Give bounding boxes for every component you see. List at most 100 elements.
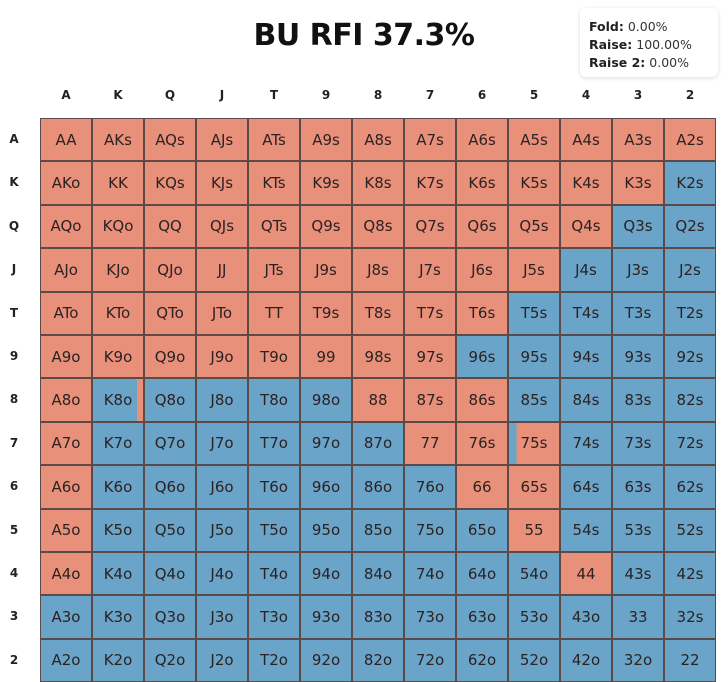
hand-cell-99[interactable]: 99 <box>300 335 352 379</box>
hand-cell-86o[interactable]: 86o <box>352 465 404 509</box>
hand-cell-82o[interactable]: 82o <box>352 638 404 682</box>
hand-cell-87s[interactable]: 87s <box>404 378 456 422</box>
hand-cell-K7s[interactable]: K7s <box>404 161 456 205</box>
hand-cell-J5o[interactable]: J5o <box>196 508 248 552</box>
hand-cell-85o[interactable]: 85o <box>352 508 404 552</box>
hand-cell-KQo[interactable]: KQo <box>92 204 144 249</box>
hand-cell-A2s[interactable]: A2s <box>664 118 716 162</box>
hand-cell-77[interactable]: 77 <box>404 421 456 466</box>
hand-cell-J9o[interactable]: J9o <box>196 335 248 379</box>
hand-cell-Q5s[interactable]: Q5s <box>508 204 560 249</box>
hand-cell-74o[interactable]: 74o <box>404 552 456 596</box>
hand-cell-93o[interactable]: 93o <box>300 595 352 639</box>
hand-cell-Q2s[interactable]: Q2s <box>664 204 716 249</box>
hand-cell-22[interactable]: 22 <box>664 638 716 682</box>
hand-cell-74s[interactable]: 74s <box>560 421 612 466</box>
hand-cell-QJs[interactable]: QJs <box>196 204 248 249</box>
hand-cell-AQo[interactable]: AQo <box>40 204 92 249</box>
hand-cell-93s[interactable]: 93s <box>612 335 664 379</box>
hand-cell-64o[interactable]: 64o <box>456 552 508 596</box>
hand-cell-JTo[interactable]: JTo <box>196 291 248 335</box>
hand-cell-42s[interactable]: 42s <box>664 552 716 596</box>
hand-cell-82s[interactable]: 82s <box>664 378 716 422</box>
hand-cell-98s[interactable]: 98s <box>352 335 404 379</box>
hand-cell-A9s[interactable]: A9s <box>300 118 352 162</box>
hand-cell-83s[interactable]: 83s <box>612 378 664 422</box>
hand-cell-A4s[interactable]: A4s <box>560 118 612 162</box>
hand-cell-97s[interactable]: 97s <box>404 335 456 379</box>
hand-cell-K4s[interactable]: K4s <box>560 161 612 205</box>
hand-cell-85s[interactable]: 85s <box>508 378 560 422</box>
hand-cell-73o[interactable]: 73o <box>404 595 456 639</box>
hand-cell-94s[interactable]: 94s <box>560 335 612 379</box>
hand-cell-Q4o[interactable]: Q4o <box>144 552 196 596</box>
hand-cell-Q7o[interactable]: Q7o <box>144 421 196 466</box>
hand-cell-42o[interactable]: 42o <box>560 638 612 682</box>
hand-cell-96o[interactable]: 96o <box>300 465 352 509</box>
hand-cell-75o[interactable]: 75o <box>404 508 456 552</box>
hand-cell-AJo[interactable]: AJo <box>40 248 92 292</box>
hand-cell-K4o[interactable]: K4o <box>92 552 144 596</box>
hand-cell-55[interactable]: 55 <box>508 508 560 552</box>
hand-cell-KQs[interactable]: KQs <box>144 161 196 205</box>
hand-cell-32o[interactable]: 32o <box>612 638 664 682</box>
hand-cell-J7s[interactable]: J7s <box>404 248 456 292</box>
hand-cell-KJo[interactable]: KJo <box>92 248 144 292</box>
hand-cell-A8s[interactable]: A8s <box>352 118 404 162</box>
hand-cell-J3s[interactable]: J3s <box>612 248 664 292</box>
hand-cell-ATo[interactable]: ATo <box>40 291 92 335</box>
hand-cell-AQs[interactable]: AQs <box>144 118 196 162</box>
hand-cell-86s[interactable]: 86s <box>456 378 508 422</box>
hand-cell-66[interactable]: 66 <box>456 465 508 509</box>
hand-cell-T5o[interactable]: T5o <box>248 508 300 552</box>
hand-cell-J4s[interactable]: J4s <box>560 248 612 292</box>
hand-cell-J7o[interactable]: J7o <box>196 421 248 466</box>
hand-cell-QQ[interactable]: QQ <box>144 204 196 249</box>
hand-cell-JTs[interactable]: JTs <box>248 248 300 292</box>
hand-cell-52s[interactable]: 52s <box>664 508 716 552</box>
hand-cell-84s[interactable]: 84s <box>560 378 612 422</box>
hand-cell-97o[interactable]: 97o <box>300 421 352 466</box>
hand-cell-T3o[interactable]: T3o <box>248 595 300 639</box>
hand-cell-92s[interactable]: 92s <box>664 335 716 379</box>
hand-cell-94o[interactable]: 94o <box>300 552 352 596</box>
hand-cell-98o[interactable]: 98o <box>300 378 352 422</box>
hand-cell-83o[interactable]: 83o <box>352 595 404 639</box>
hand-cell-KJs[interactable]: KJs <box>196 161 248 205</box>
hand-cell-T9s[interactable]: T9s <box>300 291 352 335</box>
hand-cell-K9s[interactable]: K9s <box>300 161 352 205</box>
hand-cell-J3o[interactable]: J3o <box>196 595 248 639</box>
hand-cell-T7o[interactable]: T7o <box>248 421 300 466</box>
hand-cell-88[interactable]: 88 <box>352 378 404 422</box>
hand-cell-72s[interactable]: 72s <box>664 421 716 466</box>
hand-cell-A5o[interactable]: A5o <box>40 508 92 552</box>
hand-cell-Q3s[interactable]: Q3s <box>612 204 664 249</box>
hand-cell-T9o[interactable]: T9o <box>248 335 300 379</box>
hand-cell-53s[interactable]: 53s <box>612 508 664 552</box>
hand-cell-Q4s[interactable]: Q4s <box>560 204 612 249</box>
hand-cell-Q3o[interactable]: Q3o <box>144 595 196 639</box>
hand-cell-76o[interactable]: 76o <box>404 465 456 509</box>
hand-cell-JJ[interactable]: JJ <box>196 248 248 292</box>
hand-cell-A3s[interactable]: A3s <box>612 118 664 162</box>
hand-cell-95o[interactable]: 95o <box>300 508 352 552</box>
hand-cell-K5s[interactable]: K5s <box>508 161 560 205</box>
hand-cell-J2s[interactable]: J2s <box>664 248 716 292</box>
hand-cell-Q6o[interactable]: Q6o <box>144 465 196 509</box>
hand-cell-73s[interactable]: 73s <box>612 421 664 466</box>
hand-cell-AA[interactable]: AA <box>40 118 92 162</box>
hand-cell-QJo[interactable]: QJo <box>144 248 196 292</box>
hand-cell-KTs[interactable]: KTs <box>248 161 300 205</box>
hand-cell-Q5o[interactable]: Q5o <box>144 508 196 552</box>
hand-cell-65s[interactable]: 65s <box>508 465 560 509</box>
hand-cell-54o[interactable]: 54o <box>508 552 560 596</box>
hand-cell-62o[interactable]: 62o <box>456 638 508 682</box>
hand-cell-32s[interactable]: 32s <box>664 595 716 639</box>
hand-cell-K2o[interactable]: K2o <box>92 638 144 682</box>
hand-cell-Q9s[interactable]: Q9s <box>300 204 352 249</box>
hand-cell-KK[interactable]: KK <box>92 161 144 205</box>
hand-cell-A3o[interactable]: A3o <box>40 595 92 639</box>
hand-cell-53o[interactable]: 53o <box>508 595 560 639</box>
hand-cell-J6s[interactable]: J6s <box>456 248 508 292</box>
hand-cell-AKo[interactable]: AKo <box>40 161 92 205</box>
